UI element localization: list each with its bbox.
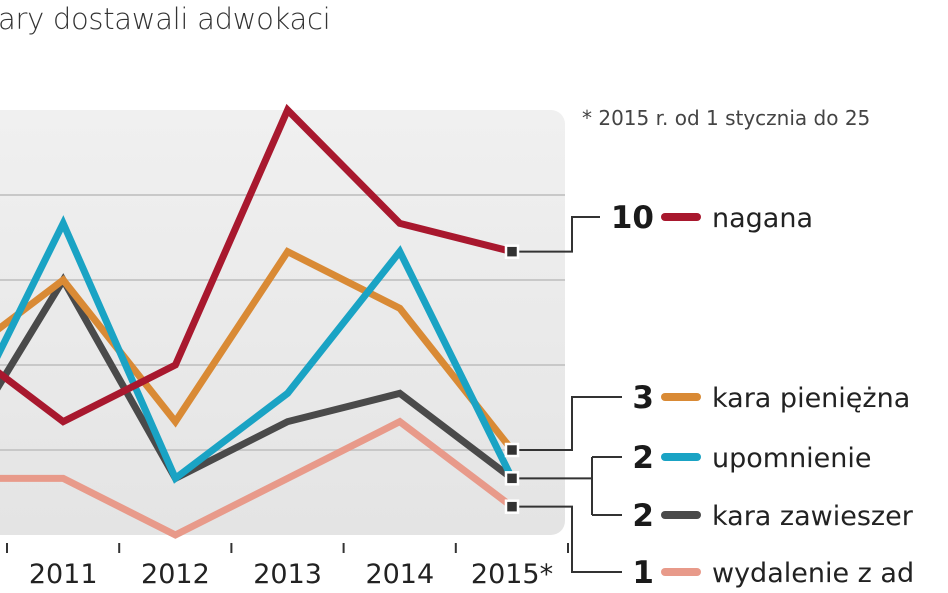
legend-label: nagana: [712, 203, 813, 234]
footnote: * 2015 r. od 1 stycznia do 25: [582, 106, 871, 130]
end-marker: [504, 499, 520, 514]
connector-line: [512, 396, 622, 451]
connector-line: [512, 456, 622, 516]
legend-value: 1: [632, 555, 654, 591]
series-line-1: [0, 247, 515, 453]
x-tick-label: 2013: [253, 559, 322, 590]
connector-line: [512, 505, 622, 573]
series-line-4: [0, 417, 515, 539]
legend-item: 3 kara pieniężna: [632, 380, 910, 416]
legend-value: 3: [632, 380, 654, 416]
legend-label: wydalenie z ad: [712, 558, 914, 589]
legend-value: 2: [632, 498, 654, 534]
legend-value: 2: [632, 440, 654, 476]
x-tick-label: 2014: [365, 559, 434, 590]
legend-label: kara pieniężna: [712, 383, 910, 414]
legend-item: 2 upomnienie: [632, 440, 871, 476]
end-marker: [504, 471, 520, 486]
legend-label: kara zawieszer: [712, 501, 914, 532]
x-tick-label: 2015*: [471, 559, 553, 590]
x-tick-label: 2011: [29, 559, 98, 590]
end-marker: [504, 442, 520, 458]
end-marker: [504, 244, 520, 259]
legend-item: 1 wydalenie z ad: [632, 555, 914, 591]
legend-item: 10 nagana: [611, 200, 813, 236]
connector-line: [512, 216, 600, 253]
legend-value: 10: [611, 200, 654, 236]
chart-title: ary dostawali adwokaci: [0, 2, 331, 36]
series-line-0: [0, 103, 513, 426]
series-line-3: [0, 273, 515, 483]
legend-item: 2 kara zawieszer: [632, 498, 913, 534]
legend-label: upomnienie: [712, 443, 872, 474]
series-line-2: [0, 215, 516, 484]
plot-background: [0, 110, 565, 535]
x-tick-label: 2012: [141, 559, 210, 590]
